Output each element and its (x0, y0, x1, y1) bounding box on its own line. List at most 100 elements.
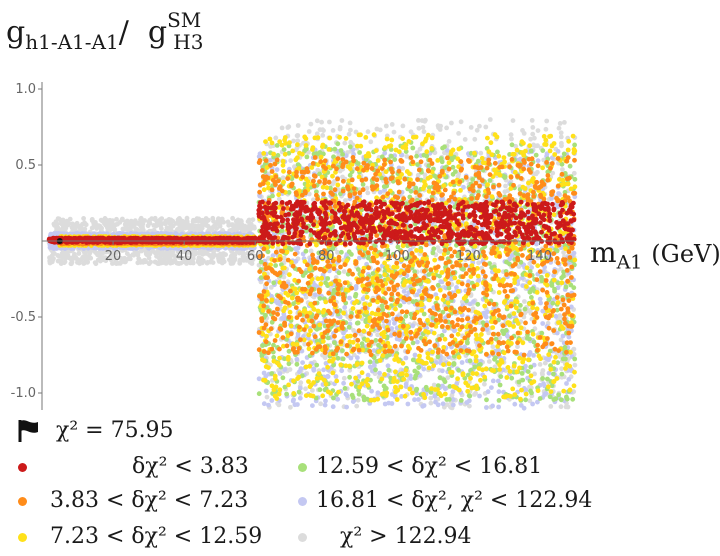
point-series-4 (405, 401, 411, 407)
point-series-4 (496, 389, 502, 395)
point-series-5 (341, 269, 347, 274)
point-series-5 (245, 219, 251, 225)
point-series-3 (347, 144, 353, 150)
point-series-5 (383, 123, 389, 129)
point-series-5 (177, 224, 183, 230)
point-series-4 (311, 367, 317, 373)
point-series-3 (360, 182, 366, 187)
point-series-4 (367, 364, 373, 370)
point-series-5 (522, 299, 527, 304)
point-series-5 (532, 135, 537, 141)
point-series-4 (335, 396, 341, 402)
point-series-4 (310, 403, 315, 408)
point-series-5 (127, 256, 133, 262)
point-series-5 (421, 129, 427, 135)
point-series-5 (250, 257, 256, 262)
point-series-4 (330, 404, 336, 410)
point-series-4 (485, 389, 491, 395)
point-series-5 (78, 224, 84, 230)
point-series-5 (483, 124, 489, 130)
point-series-5 (105, 218, 110, 224)
point-series-5 (502, 189, 508, 195)
point-series-5 (167, 253, 173, 259)
point-series-5 (100, 218, 105, 224)
point-series-5 (558, 130, 564, 136)
point-series-5 (472, 136, 478, 142)
point-series-5 (97, 256, 103, 262)
point-series-5 (444, 125, 449, 131)
point-series-3 (456, 367, 461, 373)
point-series-5 (196, 216, 202, 222)
point-series-4 (553, 313, 559, 319)
point-series-4 (421, 403, 427, 408)
point-series-4 (507, 256, 513, 262)
point-series-4 (483, 313, 488, 319)
point-series-5 (108, 257, 114, 262)
point-series-4 (341, 380, 346, 386)
point-series-5 (375, 332, 380, 338)
point-series-5 (503, 183, 508, 189)
point-series-4 (412, 352, 418, 358)
point-series-5 (104, 249, 110, 255)
point-series-3 (467, 393, 473, 399)
point-series-5 (221, 219, 227, 225)
point-series-3 (552, 286, 557, 292)
point-series-3 (572, 356, 578, 362)
point-series-5 (486, 359, 492, 364)
point-series-5 (306, 129, 312, 134)
point-series-5 (288, 404, 293, 410)
point-series-5 (190, 226, 196, 232)
point-series-5 (377, 127, 383, 133)
point-series-3 (531, 339, 537, 345)
point-series-5 (55, 227, 61, 233)
point-series-5 (182, 222, 187, 228)
point-series-5 (320, 127, 325, 133)
point-series-5 (572, 362, 578, 368)
point-series-5 (141, 258, 147, 263)
point-series-4 (344, 393, 350, 399)
point-series-5 (55, 253, 61, 258)
point-series-5 (76, 251, 82, 256)
point-series-5 (510, 118, 516, 123)
point-series-5 (303, 386, 308, 392)
point-series-5 (172, 253, 177, 258)
point-series-5 (365, 190, 371, 196)
point-series-3 (556, 392, 561, 398)
point-series-3 (304, 154, 310, 160)
point-series-4 (566, 334, 572, 340)
data-points (46, 117, 578, 411)
point-series-4 (534, 241, 539, 247)
point-series-5 (159, 216, 165, 222)
point-series-5 (435, 123, 441, 129)
point-series-5 (544, 118, 550, 124)
point-series-3 (275, 153, 281, 158)
point-series-5 (308, 248, 314, 254)
point-series-5 (556, 125, 562, 131)
point-series-4 (490, 403, 495, 409)
point-series-5 (114, 255, 120, 260)
point-series-5 (232, 252, 238, 258)
point-series-4 (274, 167, 280, 173)
point-series-3 (410, 145, 416, 151)
point-series-5 (557, 313, 563, 319)
point-series-4 (277, 371, 283, 376)
point-series-4 (476, 278, 482, 283)
point-series-5 (124, 226, 130, 232)
point-series-5 (487, 117, 493, 122)
point-series-3 (325, 276, 331, 281)
point-series-5 (348, 127, 353, 133)
point-series-5 (400, 123, 406, 129)
point-series-5 (319, 119, 324, 125)
point-series-5 (355, 397, 361, 403)
point-series-4 (484, 327, 490, 332)
point-series-5 (223, 252, 229, 257)
point-series-3 (317, 387, 323, 393)
point-series-5 (535, 128, 541, 134)
point-series-3 (509, 375, 515, 381)
point-series-5 (347, 120, 353, 126)
point-series-5 (557, 121, 563, 126)
point-series-5 (65, 221, 71, 227)
point-series-5 (114, 216, 119, 222)
point-series-4 (421, 366, 427, 372)
point-series-5 (159, 226, 164, 232)
